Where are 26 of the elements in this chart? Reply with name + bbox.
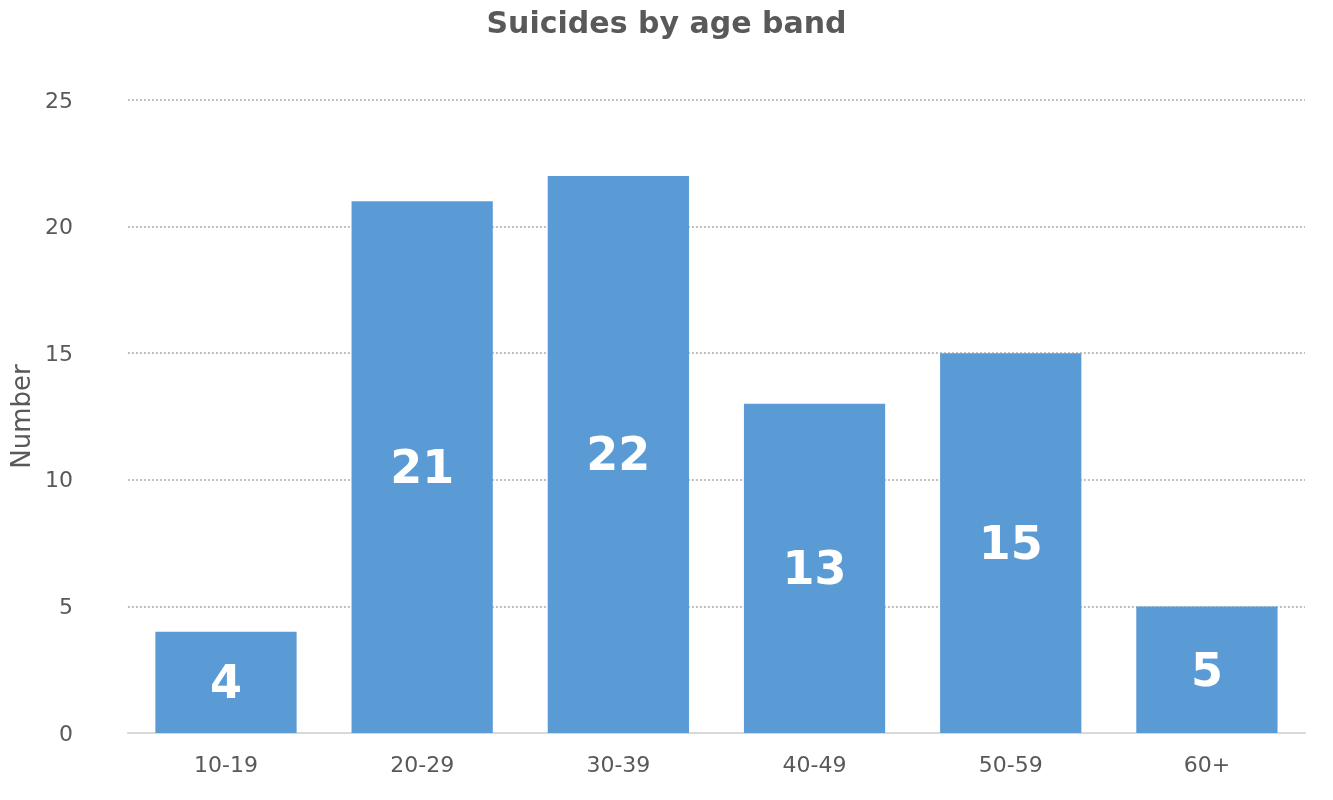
y-tick-label: 10 [44, 467, 73, 493]
y-axis-title: Number [6, 363, 36, 469]
data-label: 22 [586, 427, 651, 482]
chart-title: Suicides by age band [486, 4, 847, 40]
y-tick-label: 20 [44, 214, 73, 240]
bar [155, 631, 297, 733]
data-label: 21 [390, 440, 455, 495]
data-label: 13 [782, 541, 847, 596]
bar [743, 403, 886, 733]
bar [940, 353, 1082, 733]
data-label: 5 [1190, 642, 1223, 697]
x-tick-label: 20-29 [390, 751, 455, 777]
x-tick-label: 30-39 [586, 751, 651, 777]
y-tick-label: 15 [44, 340, 73, 366]
y-tick-label: 0 [58, 720, 73, 746]
y-tick-label: 5 [58, 593, 73, 619]
y-tick-label: 25 [44, 87, 73, 113]
x-tick-label: 60+ [1183, 751, 1231, 777]
data-label: 4 [209, 655, 242, 710]
bar [547, 175, 689, 733]
x-tick-label: 50-59 [978, 751, 1043, 777]
x-tick-label: 10-19 [194, 751, 258, 777]
data-label: 15 [978, 516, 1043, 571]
bar [1136, 606, 1278, 733]
x-tick-label: 40-49 [782, 751, 847, 777]
bar [351, 201, 493, 733]
